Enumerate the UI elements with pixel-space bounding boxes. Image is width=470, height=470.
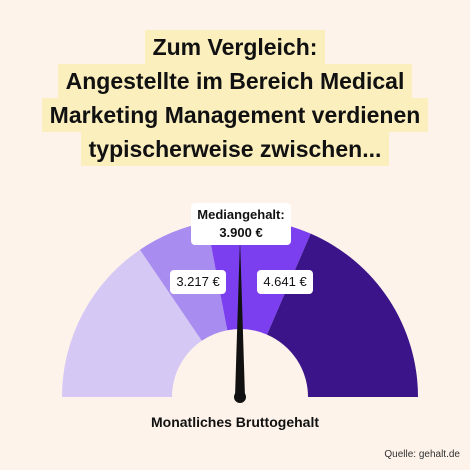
gauge-needle-hub <box>234 391 246 403</box>
median-label: Mediangehalt: <box>197 207 285 222</box>
median-label-box: Mediangehalt: 3.900 € <box>191 203 291 245</box>
headline-line-3: Marketing Management verdienen <box>41 98 429 132</box>
headline: Zum Vergleich: Angestellte im Bereich Me… <box>0 30 470 166</box>
headline-line-1: Zum Vergleich: <box>144 30 326 64</box>
low-value-label: 3.217 € <box>170 270 226 294</box>
gauge-segment-1 <box>62 249 202 397</box>
source-note: Quelle: gehalt.de <box>384 449 460 460</box>
gauge-caption: Monatliches Bruttogehalt <box>150 414 319 430</box>
headline-line-4: typischerweise zwischen... <box>80 132 390 166</box>
median-value: 3.900 € <box>219 225 263 240</box>
gauge-needle <box>235 239 245 397</box>
high-value-label: 4.641 € <box>257 270 313 294</box>
headline-line-2: Angestellte im Bereich Medical <box>57 64 413 98</box>
